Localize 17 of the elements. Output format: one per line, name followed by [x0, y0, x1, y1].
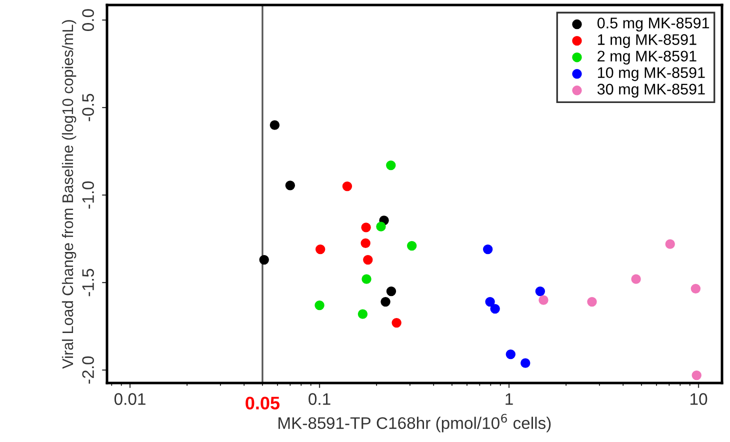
y-tick-label: -1.5 [82, 268, 94, 296]
y-axis-title: Viral Load Change from Baseline (log10 copies/mL) [62, 20, 76, 369]
x-tick-label: 1 [506, 393, 513, 405]
y-tick-label: -1.0 [82, 181, 94, 209]
y-tick-label: -2.0 [82, 356, 94, 384]
x-tick-label: 10 [690, 393, 708, 405]
ref-line-label: 0.05 [246, 396, 280, 410]
x-axis-title: MK-8591-TP C168hr (pmol/10$^{6}$ cells) [278, 414, 551, 432]
legend-label: 2 mg MK-8591 [598, 50, 696, 65]
y-tick-label: 0.0 [82, 9, 94, 31]
legend-label: 1 mg MK-8591 [598, 34, 696, 48]
legend-label: 30 mg MK-8591 [597, 84, 705, 98]
legend-label: 0.5 mg MK-8591 [597, 18, 710, 32]
y-tick-label: -0.5 [82, 94, 94, 122]
x-tick-label: 0.1 [308, 393, 330, 405]
legend-label: 10 mg MK-8591 [598, 67, 705, 82]
x-tick-label: 0.01 [114, 393, 146, 405]
